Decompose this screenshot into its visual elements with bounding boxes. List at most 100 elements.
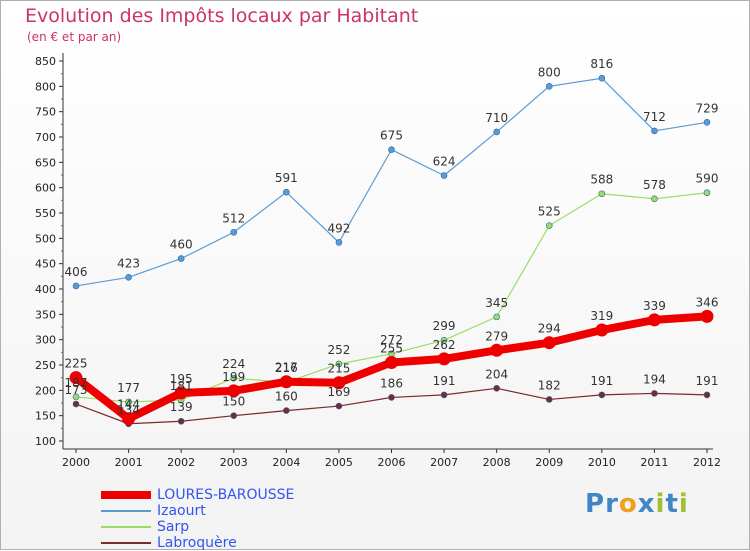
data-point [177, 417, 185, 425]
legend-label: Izaourt [157, 503, 206, 519]
data-point [703, 189, 711, 197]
logo-letter: i [655, 489, 666, 519]
y-tick-label: 200 [35, 384, 56, 397]
data-point [177, 255, 185, 262]
data-label: 729 [696, 101, 719, 115]
chart-subtitle: (en € et par an) [27, 30, 122, 44]
legend: LOURES-BAROUSSE Izaourt Sarp Labroquère [101, 487, 294, 551]
data-label: 160 [275, 390, 298, 404]
data-label: 217 [275, 361, 298, 375]
logo-letter: i [678, 489, 689, 519]
x-tick-label: 2008 [483, 456, 511, 469]
data-label: 492 [327, 221, 350, 235]
data-point [493, 313, 500, 321]
data-label: 590 [696, 172, 719, 186]
data-point [335, 239, 343, 246]
data-label: 816 [590, 57, 613, 71]
data-point [651, 127, 658, 135]
y-tick-label: 300 [35, 334, 56, 347]
data-point [542, 336, 556, 350]
x-tick-label: 2006 [378, 456, 406, 469]
data-label: 588 [590, 173, 613, 187]
data-point [125, 274, 132, 281]
data-label: 215 [327, 362, 350, 376]
data-label: 460 [170, 238, 193, 252]
data-point [72, 282, 80, 290]
data-point [335, 402, 343, 410]
data-label: 345 [485, 296, 508, 310]
data-label: 262 [433, 338, 456, 352]
data-label: 181 [170, 379, 193, 393]
x-tick-label: 2007 [430, 456, 458, 469]
legend-swatch [101, 510, 151, 512]
data-label: 195 [170, 372, 193, 386]
data-point [388, 394, 395, 401]
data-point [72, 393, 80, 401]
data-point [598, 74, 606, 82]
data-point [122, 412, 136, 426]
data-label: 204 [485, 367, 508, 381]
legend-item: Sarp [101, 519, 294, 535]
data-point [490, 343, 504, 357]
data-point [595, 323, 609, 337]
data-point [651, 390, 658, 397]
data-point [437, 352, 451, 366]
data-label: 578 [643, 178, 666, 192]
y-tick-label: 100 [35, 435, 56, 448]
data-label: 406 [65, 265, 88, 279]
chart-title: Evolution des Impôts locaux par Habitant [25, 5, 419, 27]
data-label: 272 [380, 333, 403, 347]
legend-swatch [101, 526, 151, 528]
data-label: 591 [275, 171, 298, 185]
data-point [493, 385, 500, 392]
data-point [332, 376, 346, 390]
data-label: 173 [65, 383, 88, 397]
data-point [283, 188, 290, 196]
data-point [440, 172, 448, 179]
logo-letter: x [637, 489, 656, 519]
data-label: 712 [643, 110, 666, 124]
data-label: 339 [643, 299, 666, 313]
x-tick-label: 2009 [535, 456, 563, 469]
y-tick-label: 400 [35, 283, 56, 296]
x-tick-label: 2000 [62, 456, 90, 469]
data-label: 199 [222, 370, 245, 384]
x-tick-label: 2002 [167, 456, 195, 469]
x-tick-label: 2010 [588, 456, 616, 469]
data-label: 139 [170, 400, 193, 414]
x-tick-label: 2003 [220, 456, 248, 469]
data-point [69, 371, 83, 385]
y-tick-label: 250 [35, 359, 56, 372]
legend-label: Sarp [157, 519, 190, 535]
y-tick-label: 850 [35, 55, 56, 68]
logo-letter: t [665, 489, 679, 519]
data-label: 800 [538, 65, 561, 79]
data-label: 169 [327, 385, 350, 399]
data-label: 194 [643, 372, 666, 386]
data-label: 225 [65, 357, 88, 371]
data-label: 186 [380, 376, 403, 390]
data-label: 216 [275, 361, 298, 375]
data-label: 710 [485, 111, 508, 125]
data-label: 191 [433, 374, 456, 388]
x-tick-label: 2012 [693, 456, 721, 469]
y-tick-label: 800 [35, 80, 56, 93]
data-label: 675 [380, 129, 403, 143]
data-point [545, 396, 553, 403]
data-point [385, 355, 398, 369]
data-label: 525 [538, 205, 561, 219]
data-point [335, 360, 343, 368]
data-label: 294 [538, 322, 561, 336]
data-point [440, 336, 448, 344]
data-point [493, 128, 500, 136]
y-tick-label: 600 [35, 182, 56, 195]
logo-letter: r [605, 489, 619, 519]
data-point [703, 391, 711, 399]
y-tick-label: 450 [35, 258, 56, 271]
data-point [647, 313, 661, 327]
data-point [440, 391, 448, 399]
data-label: 224 [222, 357, 245, 371]
data-label: 279 [485, 329, 508, 343]
